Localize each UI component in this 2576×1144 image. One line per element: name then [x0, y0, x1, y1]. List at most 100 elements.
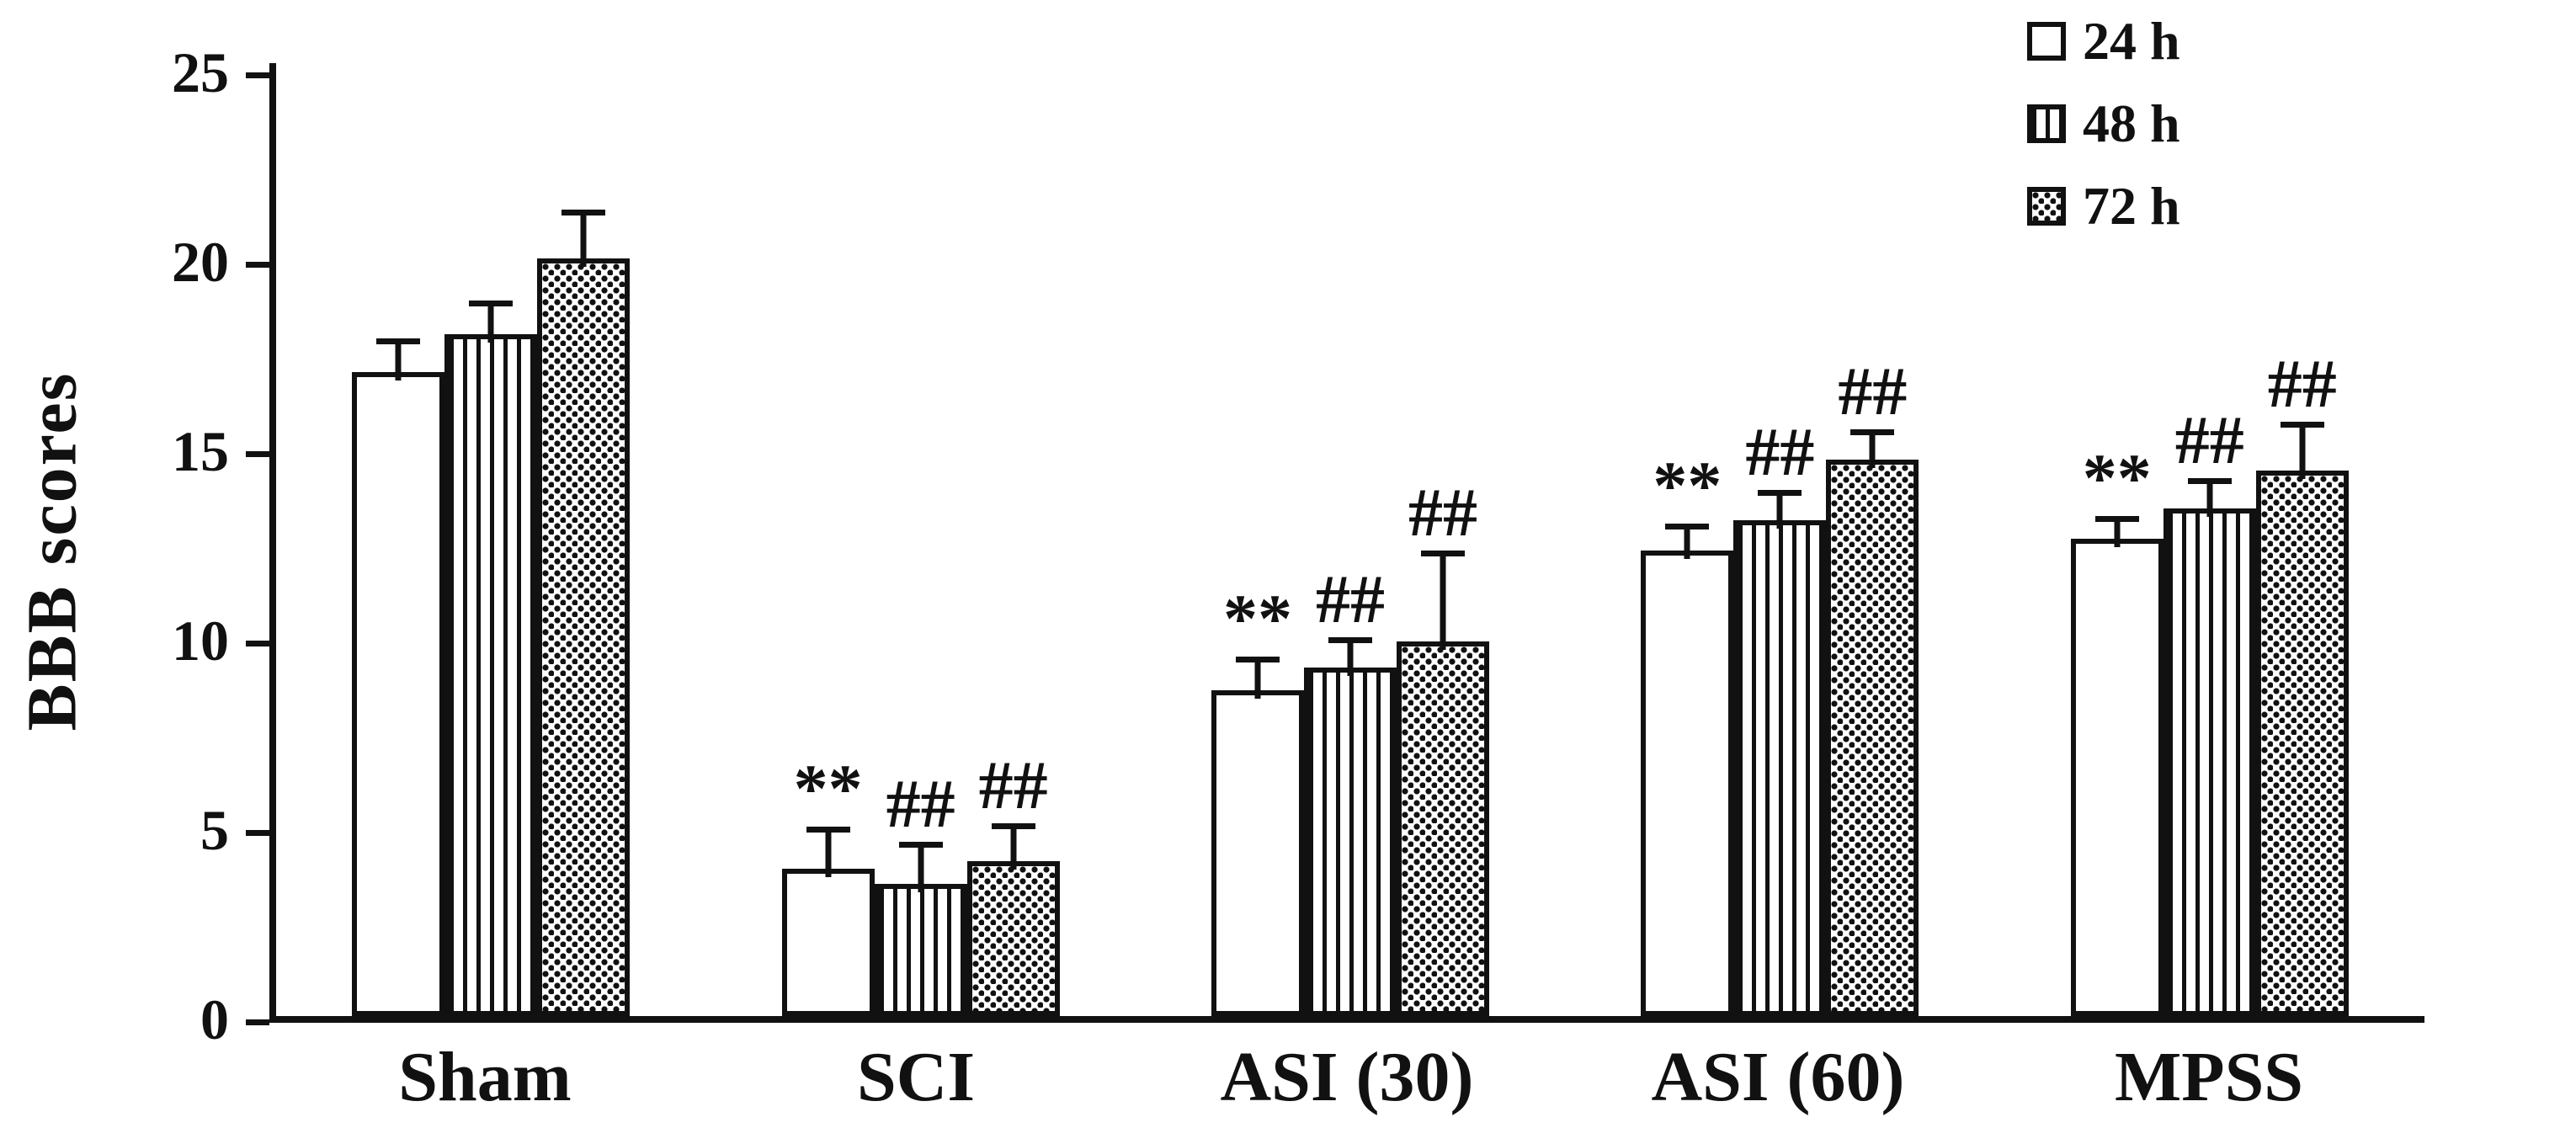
legend: 24 h 48 h 72 h: [2027, 10, 2180, 258]
legend-swatch-24-h: [2027, 22, 2066, 61]
bar-asi-30-48-h: [1303, 668, 1397, 1016]
y-tick-mark: [246, 262, 269, 268]
y-tick-mark: [246, 72, 269, 78]
bar-unit-asi-30-24-h: **: [1211, 583, 1304, 1016]
legend-label-72-h: 72 h: [2083, 176, 2180, 236]
y-axis: 0 5 10 15 20 25: [143, 44, 269, 1048]
bar-asi-60-48-h: [1733, 519, 1827, 1016]
error-bar-cap: [1235, 656, 1280, 662]
bar-group-sci: ** ## ##: [705, 750, 1135, 1016]
error-bar-line: [1010, 822, 1017, 870]
bar-asi-60-72-h: [1826, 459, 1919, 1016]
bar-unit-sham-48-h: [444, 300, 538, 1016]
bar-unit-mpss-72-h: ##: [2255, 349, 2349, 1016]
y-tick-mark: [246, 641, 269, 646]
y-axis-title: BBB scores: [13, 371, 92, 732]
y-tick-label-0: 0: [200, 987, 229, 1051]
error-bar-cap: [1758, 489, 1802, 496]
legend-label-48-h: 48 h: [2083, 93, 2180, 153]
x-category-label-asi-30: ASI (30): [1220, 1038, 1474, 1116]
error-bar-line: [487, 300, 494, 343]
bar-asi-60-24-h: [1641, 550, 1734, 1016]
significance-marker-asi-30-24-h: **: [1222, 579, 1292, 657]
y-tick-label-25: 25: [172, 40, 229, 104]
significance-marker-asi-30-72-h: ##: [1408, 473, 1477, 551]
legend-item-48-h: 48 h: [2027, 93, 2180, 155]
error-bar-line: [1347, 637, 1354, 676]
error-bar-cap: [1328, 637, 1372, 643]
error-bar-cap: [376, 338, 421, 344]
bar-unit-asi-60-72-h: ##: [1826, 356, 1919, 1016]
error-bar-line: [2299, 421, 2306, 479]
legend-item-24-h: 24 h: [2027, 10, 2180, 72]
error-bar-cap: [1420, 550, 1465, 556]
significance-marker-asi-60-24-h: **: [1653, 447, 1722, 524]
error-bar-cap: [1850, 428, 1895, 435]
bar-unit-sci-48-h: ##: [874, 769, 967, 1016]
error-bar-cap: [2094, 516, 2139, 522]
error-bar-cap: [1665, 524, 1710, 529]
bar-group-mpss: ** ## ##: [1995, 349, 2424, 1016]
significance-marker-mpss-48-h: ##: [2174, 402, 2244, 478]
error-bar-line: [918, 842, 924, 892]
bar-sham-24-h: [352, 372, 445, 1016]
error-bar-line: [2114, 516, 2121, 547]
plot-area: ** ## ## ** ## ## ** ## ## ** ## ##: [269, 63, 2424, 1023]
chart: 0 5 10 15 20 25 ** ## ## ** ## ## ** ## ## ** ## ## Sham…: [143, 44, 2424, 1118]
error-bar-line: [1776, 489, 1783, 529]
error-bar-line: [395, 338, 402, 380]
bar-sham-48-h: [444, 334, 538, 1016]
bar-unit-sci-24-h: **: [781, 754, 875, 1016]
error-bar-line: [2206, 478, 2213, 517]
bar-mpss-72-h: [2255, 471, 2349, 1016]
bar-mpss-24-h: [2070, 539, 2164, 1016]
significance-marker-asi-60-72-h: ##: [1838, 352, 1908, 429]
x-category-label-asi-60: ASI (60): [1651, 1038, 1905, 1116]
x-axis-labels: Sham SCI ASI (30) ASI (60) MPSS: [269, 1023, 2424, 1118]
x-category-label-mpss: MPSS: [2114, 1038, 2304, 1116]
significance-marker-asi-30-48-h: ##: [1315, 561, 1385, 637]
x-category-label-sci: SCI: [856, 1038, 976, 1116]
bar-asi-30-24-h: [1211, 690, 1304, 1016]
bar-unit-asi-60-48-h: ##: [1733, 417, 1827, 1016]
legend-item-72-h: 72 h: [2027, 175, 2180, 237]
y-tick-label-10: 10: [172, 609, 229, 673]
error-bar-cap: [2187, 478, 2232, 484]
error-bar-line: [1254, 656, 1261, 699]
y-tick-mark: [246, 451, 269, 457]
error-bar-line: [1440, 550, 1446, 650]
bar-mpss-48-h: [2163, 508, 2256, 1016]
y-tick-mark: [246, 830, 269, 836]
plot-row: 0 5 10 15 20 25 ** ## ## ** ## ## ** ## ## ** ## ##: [143, 44, 2424, 1048]
bar-group-sham: [276, 209, 705, 1016]
bar-asi-30-72-h: [1396, 641, 1489, 1016]
bar-sham-72-h: [537, 258, 631, 1016]
x-category-label-sham: Sham: [398, 1038, 572, 1116]
bar-unit-sham-72-h: [537, 209, 631, 1016]
error-bar-cap: [562, 209, 606, 215]
error-bar-cap: [2280, 421, 2324, 428]
error-bar-line: [1869, 428, 1876, 468]
error-bar-cap: [991, 822, 1035, 829]
bar-sci-48-h: [874, 883, 967, 1016]
bar-unit-sci-72-h: ##: [966, 750, 1060, 1016]
y-tick-label-5: 5: [200, 798, 229, 862]
bar-unit-asi-30-72-h: ##: [1396, 477, 1489, 1016]
error-bar-line: [1684, 524, 1690, 559]
error-bar-line: [825, 827, 832, 877]
bar-unit-asi-60-24-h: **: [1641, 451, 1734, 1016]
y-tick-label-15: 15: [172, 419, 229, 483]
legend-swatch-72-h: [2027, 187, 2066, 226]
y-tick-mark: [246, 1019, 269, 1025]
y-tick-label-20: 20: [172, 230, 229, 294]
error-bar-line: [580, 209, 587, 267]
bar-group-asi-30: ** ## ##: [1136, 477, 1565, 1016]
significance-marker-sci-72-h: ##: [978, 746, 1048, 823]
bar-sci-24-h: [781, 868, 875, 1016]
significance-marker-mpss-72-h: ##: [2267, 344, 2337, 422]
error-bar-cap: [898, 842, 943, 848]
bar-unit-sham-24-h: [352, 338, 445, 1016]
significance-marker-mpss-24-h: **: [2082, 439, 2152, 516]
significance-marker-sci-24-h: **: [793, 750, 863, 827]
